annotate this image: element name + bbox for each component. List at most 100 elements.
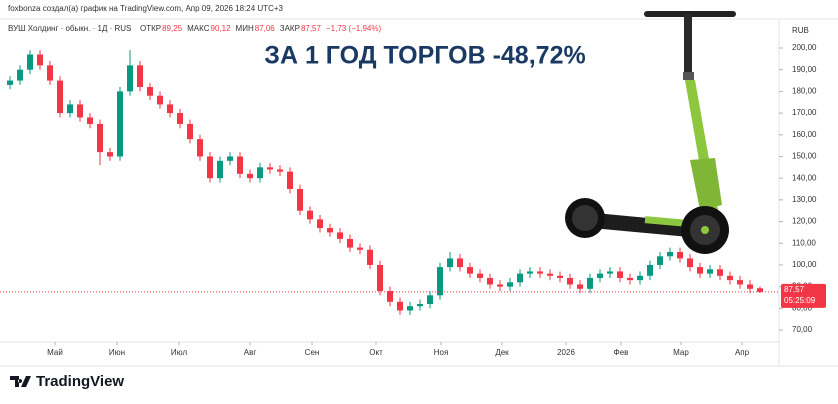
candle-body [197, 139, 203, 157]
candle-body [127, 65, 133, 92]
candle-body [287, 171, 293, 190]
candle-body [407, 306, 413, 311]
candle-body [697, 267, 703, 274]
candle-body [147, 87, 153, 96]
x-tick-label: Июл [171, 348, 188, 357]
quote-label: ОТКР [140, 24, 161, 33]
header: foxbonza создал(а) график на TradingView… [8, 4, 284, 13]
candle-body [377, 264, 383, 291]
candle-body [547, 273, 553, 276]
candle-body [687, 258, 693, 268]
candle-body [117, 91, 123, 157]
candle-body [47, 65, 53, 81]
candle-body [517, 273, 523, 283]
candle-body [627, 277, 633, 281]
countdown: 05:25:09 [784, 296, 816, 305]
candle-body [327, 228, 333, 233]
x-tick-label: Окт [369, 348, 383, 357]
y-tick-label: 170,00 [792, 108, 817, 117]
candle-body [367, 249, 373, 265]
y-tick-label: 100,00 [792, 260, 817, 269]
quote-label: ЗАКР [280, 24, 300, 33]
candle-body [717, 269, 723, 276]
candle-body [137, 65, 143, 88]
candle-body [357, 247, 363, 250]
candle-body [457, 258, 463, 268]
candle-body [297, 189, 303, 211]
symbol: ВУШ Холдинг · обыкн. · 1Д · RUS [8, 24, 131, 33]
candle-body [387, 290, 393, 302]
x-tick-label: Июн [109, 348, 125, 357]
candle-body [167, 104, 173, 114]
candle-body [597, 273, 603, 278]
candle-body [237, 156, 243, 174]
x-tick-label: Май [47, 348, 63, 357]
candle-body [187, 123, 193, 140]
y-tick-label: 180,00 [792, 87, 817, 96]
y-tick-label: 110,00 [792, 238, 816, 247]
candle-body [417, 303, 423, 307]
candle-body [277, 169, 283, 172]
candle-body [107, 152, 113, 157]
y-tick-label: 80,00 [792, 303, 813, 312]
candle-body [87, 117, 93, 124]
tradingview-logo: TradingView [10, 373, 124, 390]
candle-body [507, 282, 513, 287]
candle-body [257, 167, 263, 179]
y-tick-label: 140,00 [792, 173, 817, 182]
candle-body [217, 160, 223, 179]
x-tick-label: 2026 [557, 348, 575, 357]
quote-value: 90,12 [211, 24, 232, 33]
y-tick-label: 120,00 [792, 217, 817, 226]
candle-body [267, 167, 273, 170]
candle-body [207, 156, 213, 179]
y-tick-label: 70,00 [792, 325, 813, 334]
candle-body [7, 80, 13, 85]
candle-body [497, 284, 503, 287]
candle-body [737, 280, 743, 285]
candle-body [527, 271, 533, 274]
x-tick-label: Дек [495, 348, 509, 357]
quote-value: 89,25 [162, 24, 183, 33]
candle-body [57, 80, 63, 114]
candle-body [567, 277, 573, 285]
quote-label: МАКС [187, 24, 210, 33]
candle-body [667, 251, 673, 257]
candle-body [227, 156, 233, 161]
x-tick-label: Апр [735, 348, 750, 357]
candle-body [747, 284, 753, 289]
candle-body [657, 256, 663, 265]
candle-body [317, 219, 323, 229]
y-tick-label: 150,00 [792, 152, 817, 161]
last-price-box [781, 283, 826, 308]
candles [7, 50, 763, 315]
candle-body [97, 123, 103, 153]
candle-body [537, 271, 543, 274]
candle-body [447, 258, 453, 268]
candle-body [607, 271, 613, 274]
candle-body [77, 104, 83, 118]
candle-body [247, 173, 253, 179]
candle-body [37, 54, 43, 66]
candle-body [397, 301, 403, 311]
candle-body [557, 275, 563, 278]
quote-value: 87,57 [301, 24, 322, 33]
currency: RUB [792, 26, 809, 35]
x-tick-label: Ноя [434, 348, 449, 357]
candle-body [707, 269, 713, 274]
candle-body [67, 104, 73, 114]
x-tick-label: Сен [305, 348, 320, 357]
candle-body [467, 267, 473, 274]
x-tick-label: Фев [614, 348, 629, 357]
y-tick-label: 130,00 [792, 195, 817, 204]
change: −1,73 (−1,94%) [326, 24, 381, 33]
candle-body [677, 251, 683, 259]
candle-body [727, 275, 733, 281]
candle-body [347, 238, 353, 248]
candle-body [757, 288, 763, 292]
x-tick-label: Авг [244, 348, 257, 357]
candle-body [427, 295, 433, 304]
candle-body [17, 69, 23, 81]
